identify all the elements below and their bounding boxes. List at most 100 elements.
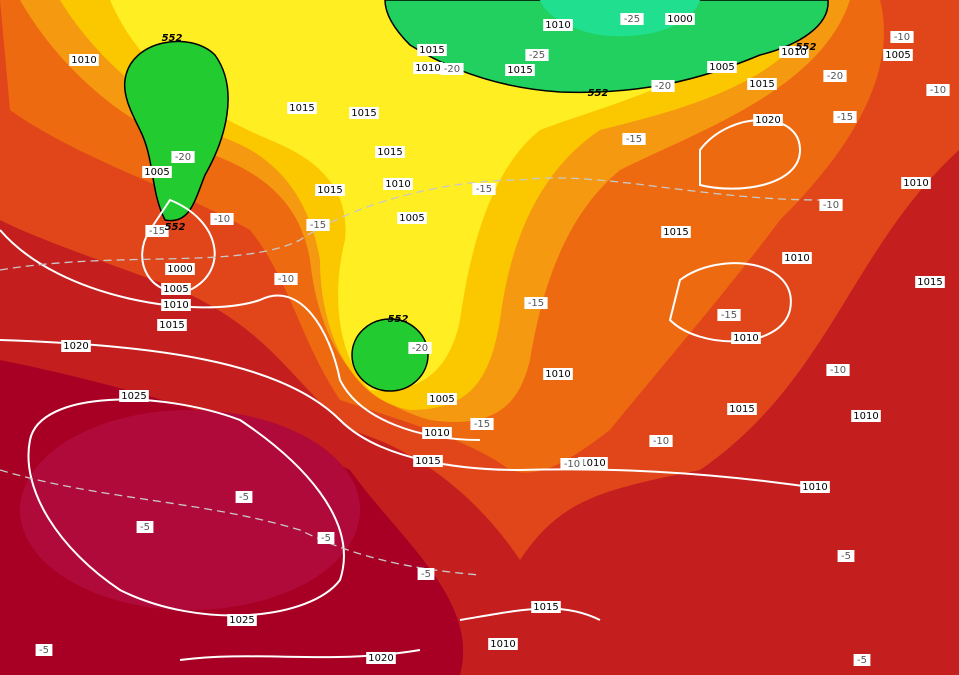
label-box bbox=[417, 568, 435, 580]
label-box bbox=[505, 64, 535, 76]
temperature-label: -5 bbox=[321, 533, 331, 544]
temperature-label: -20 bbox=[827, 71, 843, 82]
temperature-label: -15 bbox=[474, 419, 490, 430]
isobar-label: 1025 bbox=[229, 615, 254, 626]
thickness-label: 552 bbox=[588, 88, 609, 99]
isobar-label: 1015 bbox=[663, 227, 688, 238]
label-box bbox=[383, 178, 413, 190]
label-box bbox=[622, 133, 646, 145]
label-box bbox=[427, 393, 457, 405]
temperature-label: -10 bbox=[894, 32, 910, 43]
label-box bbox=[413, 62, 443, 74]
isobar bbox=[699, 119, 802, 190]
label-box bbox=[317, 532, 335, 544]
thickness-label: 552 bbox=[388, 314, 409, 325]
isobar-label: 1010 bbox=[853, 411, 878, 422]
label-box bbox=[901, 177, 931, 189]
temperature-label: -5 bbox=[39, 645, 49, 656]
thickness-label: 552 bbox=[165, 222, 186, 233]
isobar bbox=[668, 262, 792, 343]
isobar-label: 1015 bbox=[351, 108, 376, 119]
label-box bbox=[408, 342, 432, 354]
label-box bbox=[119, 390, 149, 402]
label-box bbox=[883, 49, 913, 61]
label-box bbox=[440, 63, 464, 75]
label-box bbox=[717, 309, 741, 321]
isotherm bbox=[0, 469, 481, 576]
temperature-label: -15 bbox=[837, 112, 853, 123]
label-box bbox=[823, 70, 847, 82]
label-box bbox=[413, 455, 443, 467]
label-box bbox=[161, 283, 191, 295]
label-box bbox=[620, 13, 644, 25]
label-box bbox=[161, 299, 191, 311]
label-box bbox=[531, 601, 561, 613]
label-box bbox=[488, 638, 518, 650]
label-box bbox=[747, 78, 777, 90]
label-box bbox=[525, 49, 549, 61]
label-box bbox=[470, 418, 494, 430]
temperature-label: -5 bbox=[841, 551, 851, 562]
temperature-label: -15 bbox=[310, 220, 326, 231]
temperature-label: -10 bbox=[930, 85, 946, 96]
label-box bbox=[560, 458, 584, 470]
thickness-low-nw bbox=[123, 40, 229, 222]
label-box bbox=[782, 252, 812, 264]
isobar-label: 1010 bbox=[385, 179, 410, 190]
temperature-label: -20 bbox=[444, 64, 460, 75]
isobar-label: 1005 bbox=[885, 50, 910, 61]
temperature-label: -10 bbox=[823, 200, 839, 211]
label-box bbox=[851, 410, 881, 422]
isobar-label: 1005 bbox=[399, 213, 424, 224]
label-box bbox=[661, 226, 691, 238]
temperature-label: -5 bbox=[421, 569, 431, 580]
isobar-label: 1010 bbox=[733, 333, 758, 344]
isobar-label: 1010 bbox=[424, 428, 449, 439]
isobar-label: 1015 bbox=[317, 185, 342, 196]
label-box bbox=[731, 332, 761, 344]
label-box bbox=[136, 521, 154, 533]
label-box bbox=[397, 212, 427, 224]
label-box bbox=[727, 403, 757, 415]
isobar-label: 1005 bbox=[144, 167, 169, 178]
label-box bbox=[472, 183, 496, 195]
label-box bbox=[142, 166, 172, 178]
isobar-label: 1015 bbox=[159, 320, 184, 331]
isotherm bbox=[0, 177, 821, 271]
label-box bbox=[665, 13, 695, 25]
label-box bbox=[210, 213, 234, 225]
isobar bbox=[0, 339, 831, 491]
temperature-label: -10 bbox=[278, 274, 294, 285]
isobar-label: 1025 bbox=[121, 391, 146, 402]
temperature-label: -10 bbox=[653, 436, 669, 447]
temperature-label: -10 bbox=[564, 459, 580, 470]
label-box bbox=[422, 427, 452, 439]
temperature-label: -25 bbox=[529, 50, 545, 61]
label-box bbox=[274, 273, 298, 285]
isobar-label: 1005 bbox=[429, 394, 454, 405]
isobar-label: 1015 bbox=[415, 456, 440, 467]
label-box bbox=[800, 481, 830, 493]
temperature-label: -20 bbox=[655, 81, 671, 92]
label-box bbox=[366, 652, 396, 664]
isobar-label: 1010 bbox=[415, 63, 440, 74]
isobar-label: 1020 bbox=[368, 653, 393, 664]
label-box bbox=[61, 340, 91, 352]
label-box bbox=[578, 457, 608, 469]
isobar-label: 1015 bbox=[729, 404, 754, 415]
temperature-label: -15 bbox=[528, 298, 544, 309]
isobar-label: 1010 bbox=[545, 20, 570, 31]
temperature-label: -10 bbox=[830, 365, 846, 376]
isobar-label: 1010 bbox=[781, 47, 806, 58]
label-box bbox=[165, 263, 195, 275]
label-box bbox=[707, 61, 737, 73]
isobar-label: 1015 bbox=[533, 602, 558, 613]
label-box bbox=[227, 614, 257, 626]
temperature-label: -15 bbox=[721, 310, 737, 321]
isobar-label: 1005 bbox=[709, 62, 734, 73]
isobar-label: 1000 bbox=[667, 14, 692, 25]
label-box bbox=[417, 44, 447, 56]
isobar-label: 1010 bbox=[903, 178, 928, 189]
isobar-label: 1010 bbox=[784, 253, 809, 264]
isobar-label: 1005 bbox=[163, 284, 188, 295]
